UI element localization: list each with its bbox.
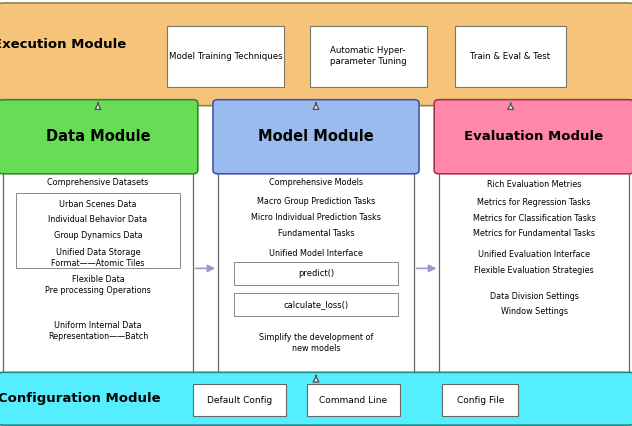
Bar [16,193,180,268]
FancyBboxPatch shape [0,3,632,106]
Bar [167,26,284,87]
Text: Unified Model Interface: Unified Model Interface [269,249,363,259]
Bar [439,170,629,375]
Bar [218,170,414,375]
FancyBboxPatch shape [0,372,632,425]
Text: Uniform Internal Data
Representation——Batch: Uniform Internal Data Representation——Ba… [48,321,148,342]
FancyBboxPatch shape [434,100,632,174]
Text: Fundamental Tasks: Fundamental Tasks [277,228,355,238]
Bar [307,384,400,416]
Text: Evaluation Module: Evaluation Module [465,130,604,143]
Bar [310,26,427,87]
Text: Unified Data Storage
Format——Atomic Tiles: Unified Data Storage Format——Atomic Tile… [51,248,145,268]
Text: Individual Behavior Data: Individual Behavior Data [49,215,147,225]
Text: Metrics for Regression Tasks: Metrics for Regression Tasks [477,198,591,207]
Text: Metrics for Classification Tasks: Metrics for Classification Tasks [473,213,595,223]
Text: Automatic Hyper-
parameter Tuning: Automatic Hyper- parameter Tuning [330,46,406,66]
Text: Execution Module: Execution Module [0,38,126,51]
Text: Rich Evaluation Metries: Rich Evaluation Metries [487,179,581,189]
Text: Comprehensive Datasets: Comprehensive Datasets [47,178,149,187]
Text: Macro Group Prediction Tasks: Macro Group Prediction Tasks [257,197,375,206]
Text: Train & Eval & Test: Train & Eval & Test [470,52,550,61]
Bar [3,170,193,375]
Text: Simplify the development of
new models: Simplify the development of new models [259,333,373,354]
Text: Window Settings: Window Settings [501,307,568,317]
Text: Default Config: Default Config [207,395,272,405]
Text: Flexible Data
Pre processing Operations: Flexible Data Pre processing Operations [45,275,151,296]
Bar [442,384,518,416]
Text: Flexible Evaluation Strategies: Flexible Evaluation Strategies [474,266,594,275]
Text: Model Module: Model Module [258,129,374,144]
Text: Metrics for Fundamental Tasks: Metrics for Fundamental Tasks [473,229,595,238]
Text: Command Line: Command Line [319,395,387,405]
Text: Unified Evaluation Interface: Unified Evaluation Interface [478,250,590,259]
Text: Micro Individual Prediction Tasks: Micro Individual Prediction Tasks [251,213,381,222]
Text: Data Division Settings: Data Division Settings [490,291,578,301]
FancyBboxPatch shape [213,100,419,174]
Text: Comprehensive Models: Comprehensive Models [269,178,363,187]
Text: calculate_loss(): calculate_loss() [283,300,349,309]
Text: Urban Scenes Data: Urban Scenes Data [59,200,137,209]
Text: Data Module: Data Module [46,129,150,144]
Bar [234,262,398,285]
Text: Model Training Techniques: Model Training Techniques [169,52,283,61]
Bar [234,293,398,316]
Text: Config File: Config File [457,395,504,405]
Text: predict(): predict() [298,268,334,278]
Bar [193,384,286,416]
Text: Group Dynamics Data: Group Dynamics Data [54,230,142,240]
Bar [455,26,566,87]
Text: Configuration Module: Configuration Module [0,392,161,405]
FancyBboxPatch shape [0,100,198,174]
